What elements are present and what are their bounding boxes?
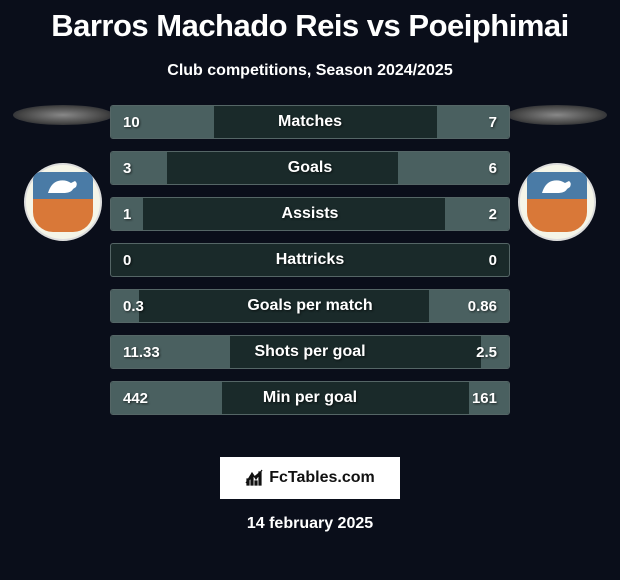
stat-label: Hattricks bbox=[111, 251, 509, 269]
bar-fill-right bbox=[445, 198, 509, 230]
club-badge-left bbox=[24, 163, 102, 241]
stat-row: 3 Goals 6 bbox=[110, 151, 510, 185]
stat-right-value: 0.86 bbox=[468, 298, 497, 315]
stat-row: 10 Matches 7 bbox=[110, 105, 510, 139]
player-right bbox=[502, 105, 612, 241]
stat-left-value: 10 bbox=[123, 114, 140, 131]
stat-row: 0.3 Goals per match 0.86 bbox=[110, 289, 510, 323]
stat-right-value: 2 bbox=[489, 206, 497, 223]
stat-right-value: 2.5 bbox=[476, 344, 497, 361]
stats-list: 10 Matches 7 3 Goals 6 1 Assists 2 bbox=[110, 105, 510, 415]
club-badge-right bbox=[518, 163, 596, 241]
stat-right-value: 0 bbox=[489, 252, 497, 269]
stat-row: 442 Min per goal 161 bbox=[110, 381, 510, 415]
bar-fill-left bbox=[111, 152, 167, 184]
stat-left-value: 0 bbox=[123, 252, 131, 269]
player-shadow-right bbox=[507, 105, 607, 125]
badge-inner-left bbox=[33, 172, 93, 232]
stat-row: 0 Hattricks 0 bbox=[110, 243, 510, 277]
date-text: 14 february 2025 bbox=[0, 515, 620, 533]
stats-content: 10 Matches 7 3 Goals 6 1 Assists 2 bbox=[0, 105, 620, 445]
stat-left-value: 1 bbox=[123, 206, 131, 223]
chart-icon bbox=[245, 469, 263, 487]
badge-horse-icon bbox=[43, 175, 83, 197]
stat-left-value: 442 bbox=[123, 390, 148, 407]
bar-fill-right bbox=[437, 106, 509, 138]
stat-left-value: 3 bbox=[123, 160, 131, 177]
stat-right-value: 161 bbox=[472, 390, 497, 407]
badge-inner-right bbox=[527, 172, 587, 232]
player-left bbox=[8, 105, 118, 241]
page-title: Barros Machado Reis vs Poeiphimai bbox=[0, 0, 620, 44]
stat-right-value: 6 bbox=[489, 160, 497, 177]
branding-text: FcTables.com bbox=[269, 469, 375, 487]
branding-box: FcTables.com bbox=[220, 457, 400, 499]
stat-left-value: 11.33 bbox=[123, 344, 160, 361]
stat-left-value: 0.3 bbox=[123, 298, 144, 315]
subtitle: Club competitions, Season 2024/2025 bbox=[0, 62, 620, 80]
stat-row: 11.33 Shots per goal 2.5 bbox=[110, 335, 510, 369]
stat-row: 1 Assists 2 bbox=[110, 197, 510, 231]
player-shadow-left bbox=[13, 105, 113, 125]
badge-horse-icon bbox=[537, 175, 577, 197]
stat-right-value: 7 bbox=[489, 114, 497, 131]
